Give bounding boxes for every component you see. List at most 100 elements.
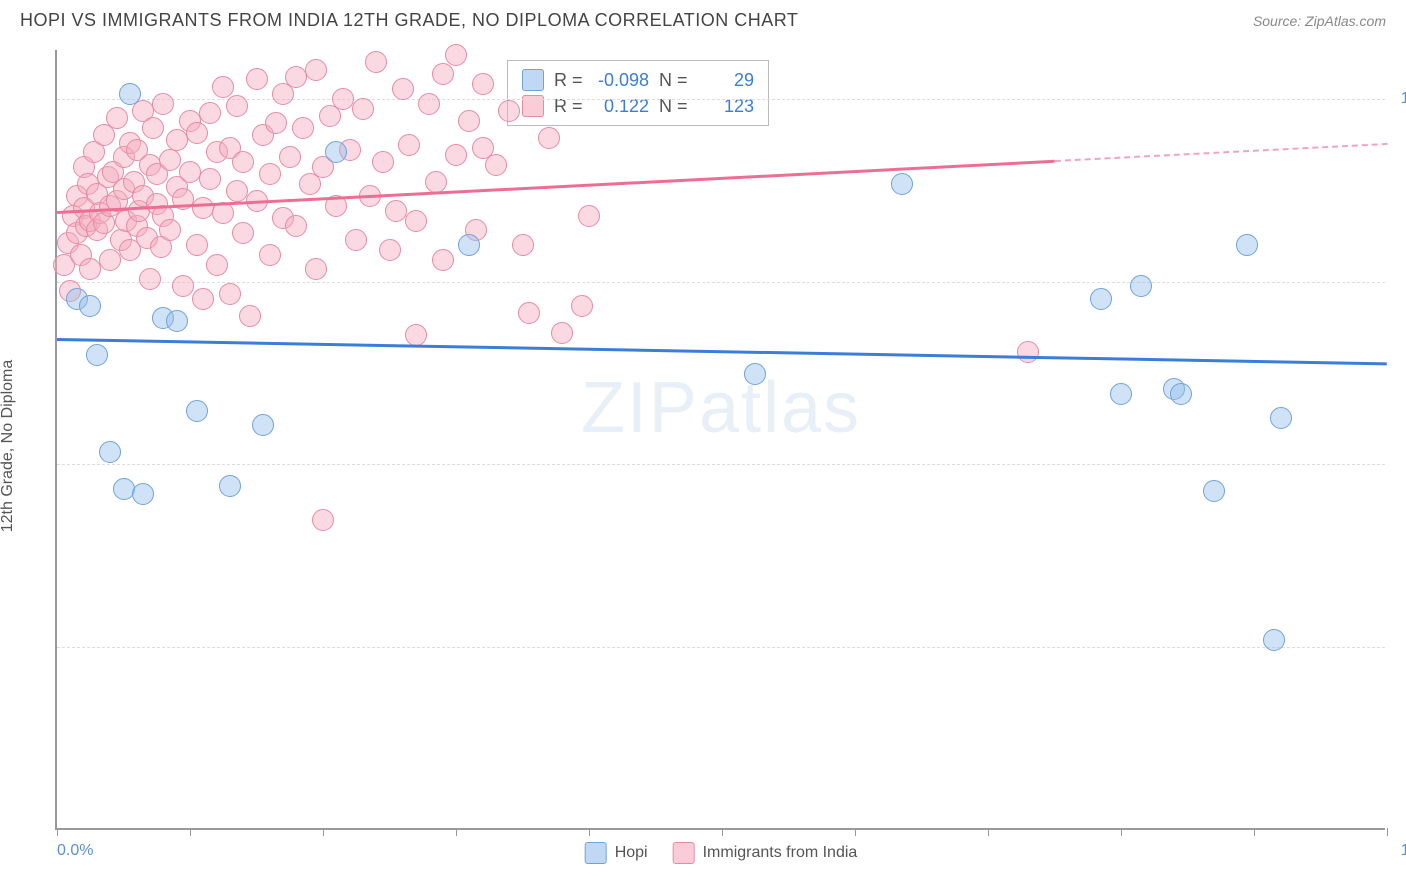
x-tick (988, 828, 989, 836)
scatter-point-india (458, 110, 480, 132)
scatter-point-india (365, 51, 387, 73)
scatter-point-india (472, 73, 494, 95)
scatter-point-india (285, 215, 307, 237)
scatter-point-india (259, 244, 281, 266)
scatter-point-india (212, 76, 234, 98)
scatter-point-india (226, 95, 248, 117)
watermark: ZIPatlas (581, 367, 861, 449)
scatter-point-india (305, 258, 327, 280)
scatter-point-india (518, 302, 540, 324)
scatter-point-india (226, 180, 248, 202)
x-tick (1254, 828, 1255, 836)
scatter-point-india (405, 324, 427, 346)
scatter-point-india (259, 163, 281, 185)
stat-r-hopi: -0.098 (594, 70, 649, 91)
scatter-point-india (159, 219, 181, 241)
scatter-point-india (312, 509, 334, 531)
x-axis-max-label: 100.0% (1401, 842, 1406, 860)
scatter-point-india (232, 151, 254, 173)
stats-row-india: R = 0.122 N = 123 (522, 93, 754, 119)
y-axis-label: 12th Grade, No Diploma (0, 360, 17, 533)
scatter-point-india (199, 168, 221, 190)
gridline (57, 464, 1385, 465)
scatter-point-india (172, 275, 194, 297)
scatter-point-hopi (99, 441, 121, 463)
gridline (57, 99, 1385, 100)
scatter-point-india (445, 44, 467, 66)
scatter-point-india (345, 229, 367, 251)
scatter-point-india (305, 59, 327, 81)
scatter-point-india (571, 295, 593, 317)
scatter-point-india (192, 288, 214, 310)
scatter-point-hopi (119, 83, 141, 105)
x-tick (855, 828, 856, 836)
scatter-point-hopi (166, 310, 188, 332)
scatter-point-india (79, 258, 101, 280)
x-axis-min-label: 0.0% (57, 842, 93, 860)
stat-n-hopi: 29 (699, 70, 754, 91)
scatter-point-india (405, 210, 427, 232)
scatter-point-hopi (744, 363, 766, 385)
scatter-point-india (538, 127, 560, 149)
scatter-point-india (332, 88, 354, 110)
scatter-point-hopi (252, 414, 274, 436)
scatter-point-india (142, 117, 164, 139)
scatter-point-india (192, 197, 214, 219)
scatter-point-hopi (1110, 383, 1132, 405)
scatter-point-india (498, 100, 520, 122)
x-tick (456, 828, 457, 836)
scatter-point-india (186, 234, 208, 256)
scatter-point-india (485, 154, 507, 176)
scatter-point-india (99, 249, 121, 271)
scatter-point-india (166, 129, 188, 151)
scatter-point-india (285, 66, 307, 88)
scatter-point-india (425, 171, 447, 193)
stats-legend-box: R = -0.098 N = 29 R = 0.122 N = 123 (507, 60, 769, 126)
scatter-point-india (139, 268, 161, 290)
scatter-point-india (179, 161, 201, 183)
scatter-point-hopi (79, 295, 101, 317)
scatter-point-india (512, 234, 534, 256)
scatter-point-india (372, 151, 394, 173)
scatter-point-hopi (1203, 480, 1225, 502)
scatter-point-hopi (1263, 629, 1285, 651)
gridline (57, 282, 1385, 283)
scatter-point-hopi (1130, 275, 1152, 297)
scatter-point-india (199, 102, 221, 124)
x-tick (722, 828, 723, 836)
scatter-point-india (152, 93, 174, 115)
scatter-point-india (206, 254, 228, 276)
scatter-point-india (398, 134, 420, 156)
legend-label-india: Immigrants from India (703, 844, 858, 862)
scatter-point-india (239, 305, 261, 327)
legend-item-hopi: Hopi (585, 842, 648, 864)
scatter-point-india (418, 93, 440, 115)
scatter-point-hopi (186, 400, 208, 422)
scatter-point-india (385, 200, 407, 222)
scatter-point-india (578, 205, 600, 227)
scatter-point-india (432, 249, 454, 271)
source-label: Source: ZipAtlas.com (1253, 13, 1386, 29)
x-tick (589, 828, 590, 836)
scatter-point-hopi (1090, 288, 1112, 310)
chart-header: HOPI VS IMMIGRANTS FROM INDIA 12TH GRADE… (0, 0, 1406, 39)
scatter-point-india (186, 122, 208, 144)
y-tick-label: 100.0% (1401, 90, 1406, 108)
x-tick (1121, 828, 1122, 836)
scatter-point-india (1017, 341, 1039, 363)
trend-line-india-extrapolated (1054, 143, 1387, 163)
scatter-point-hopi (113, 478, 135, 500)
scatter-point-india (265, 112, 287, 134)
scatter-point-hopi (458, 234, 480, 256)
legend-swatch-india-icon (673, 842, 695, 864)
scatter-point-hopi (86, 344, 108, 366)
trend-line-hopi (57, 338, 1387, 365)
scatter-point-india (292, 117, 314, 139)
scatter-point-hopi (891, 173, 913, 195)
scatter-point-hopi (219, 475, 241, 497)
scatter-point-india (432, 63, 454, 85)
scatter-point-india (379, 239, 401, 261)
scatter-point-india (352, 98, 374, 120)
swatch-hopi-icon (522, 69, 544, 91)
chart-plot-area: ZIPatlas R = -0.098 N = 29 R = 0.122 N =… (55, 50, 1385, 830)
